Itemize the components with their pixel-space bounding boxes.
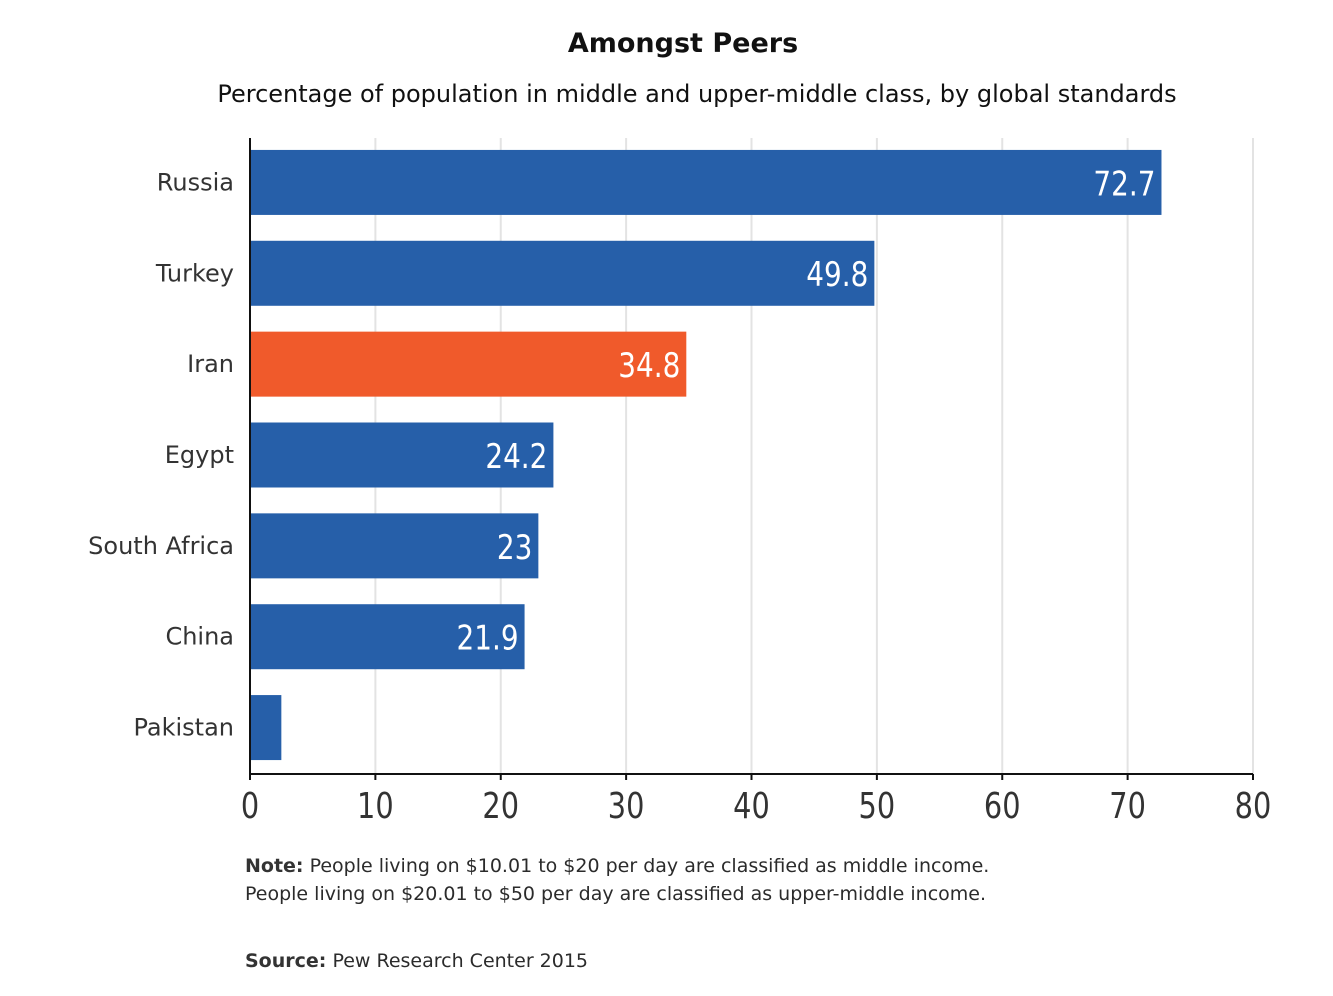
- category-label: Egypt: [165, 441, 234, 469]
- x-tick-label: 60: [984, 785, 1021, 827]
- axes: [249, 138, 1254, 780]
- x-tick-label: 70: [1109, 785, 1146, 827]
- bar-russia: [250, 149, 1162, 215]
- chart-note: Note: People living on $10.01 to $20 per…: [245, 852, 989, 908]
- category-label: South Africa: [88, 532, 234, 560]
- x-tick-label: 40: [733, 785, 770, 827]
- bar-egypt: [250, 422, 554, 488]
- bar-china: [250, 604, 525, 670]
- value-label: 49.8: [806, 256, 868, 295]
- x-tick-label: 20: [482, 785, 519, 827]
- note-label: Note:: [245, 855, 304, 877]
- value-label: 23: [497, 528, 532, 567]
- chart-source: Source: Pew Research Center 2015: [245, 950, 588, 972]
- category-label: Russia: [157, 168, 234, 196]
- tick-labels: 0 10 20 30 40 50 60 70 80: [241, 785, 1271, 827]
- chart-subtitle: Percentage of population in middle and u…: [217, 80, 1177, 108]
- value-label: 34.8: [618, 346, 680, 385]
- bar-south-africa: [250, 513, 539, 579]
- note-line-2: People living on $20.01 to $50 per day a…: [245, 883, 987, 905]
- note-text-1: People living on $10.01 to $20 per day a…: [309, 855, 990, 877]
- x-tick-label: 50: [859, 785, 896, 827]
- bar-turkey: [250, 240, 875, 306]
- bar-chart: Russia Turkey Iran Egypt South Africa China Pa…: [88, 138, 1271, 827]
- bars: [250, 149, 1162, 761]
- source-text: Pew Research Center 2015: [332, 950, 589, 972]
- value-labels: 72.7 49.8 34.8 24.2 23 21.9: [457, 165, 1156, 659]
- category-labels: Russia Turkey Iran Egypt South Africa China Pa…: [88, 168, 234, 741]
- note-line-1: Note: People living on $10.01 to $20 per…: [245, 852, 989, 880]
- source-label: Source:: [245, 950, 327, 972]
- bar-pakistan: [250, 695, 282, 761]
- chart-title: Amongst Peers: [567, 28, 799, 59]
- value-label: 72.7: [1093, 165, 1155, 204]
- x-tick-label: 10: [357, 785, 394, 827]
- x-tick-label: 80: [1235, 785, 1272, 827]
- value-label: 21.9: [457, 619, 519, 658]
- category-label: Pakistan: [134, 714, 235, 742]
- value-label: 24.2: [485, 437, 547, 476]
- x-tick-label: 0: [241, 785, 259, 827]
- bar-iran: [250, 331, 687, 397]
- grid-lines: [374, 138, 1254, 774]
- x-tick-label: 30: [608, 785, 645, 827]
- category-label: China: [165, 623, 234, 651]
- category-label: Iran: [187, 350, 234, 378]
- category-label: Turkey: [155, 259, 234, 287]
